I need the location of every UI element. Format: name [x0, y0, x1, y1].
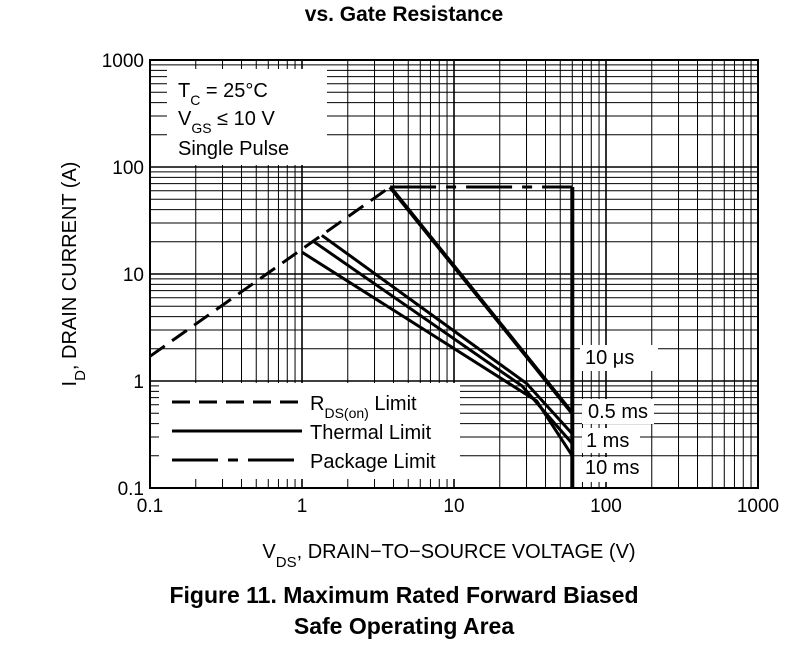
condition-tc: TC = 25°C: [178, 80, 268, 108]
x-tick-label: 1: [297, 496, 308, 517]
y-tick-label: 1: [133, 372, 144, 393]
y-tick-label: 0.1: [118, 479, 144, 500]
legend-label-rdson: RDS(on) Limit: [310, 393, 417, 421]
figure-caption: Figure 11. Maximum Rated Forward Biased …: [0, 580, 808, 642]
curve-label-1ms: 1 ms: [586, 430, 629, 452]
x-tick-label: 100: [590, 496, 622, 517]
curve-label-10us: 10 μs: [585, 347, 634, 369]
major-grid: [150, 60, 758, 488]
x-tick-label: 1000: [737, 496, 779, 517]
x-tick-label: 10: [443, 496, 464, 517]
page-title: vs. Gate Resistance: [304, 3, 504, 26]
caption-line-1: Figure 11. Maximum Rated Forward Biased: [169, 582, 639, 608]
curve-label-bg-10ms: [580, 457, 644, 482]
legend-label-package: Package Limit: [310, 451, 436, 473]
legend-label-thermal: Thermal Limit: [310, 422, 432, 444]
series-line-solid: [313, 240, 574, 445]
x-axis-label: VDS, DRAIN−TO−SOURCE VOLTAGE (V): [262, 541, 635, 571]
y-tick-label: 1000: [102, 51, 144, 72]
series-line-solid: [388, 185, 574, 415]
condition-vgs: VGS ≤ 10 V: [178, 108, 275, 136]
x-tick-label: 0.1: [137, 496, 163, 517]
series-layer: [149, 185, 575, 488]
curve-label-10ms: 10 ms: [585, 457, 639, 479]
tick-labels: 0.1 1 10 100 1000 0.1 1 10 100 1000: [102, 51, 779, 517]
curve-label-0.5ms: 0.5 ms: [588, 401, 648, 423]
conditions-box: [167, 69, 327, 165]
condition-pulse: Single Pulse: [178, 138, 289, 160]
caption-line-2: Safe Operating Area: [293, 613, 515, 639]
y-tick-label: 100: [112, 158, 144, 179]
series-line-solid: [320, 234, 574, 435]
curve-label-bg-05ms: [582, 399, 654, 424]
y-tick-label: 10: [123, 265, 144, 286]
y-axis-label: ID, DRAIN CURRENT (A): [59, 162, 89, 387]
series-line-dashed: [149, 185, 391, 358]
soa-chart: TC = 25°C VGS ≤ 10 V Single Pulse 10 μs …: [59, 51, 779, 571]
plot-frame: [149, 59, 759, 489]
curve-label-bg-1ms: [582, 428, 640, 453]
curve-label-bg-10us: [580, 345, 658, 371]
